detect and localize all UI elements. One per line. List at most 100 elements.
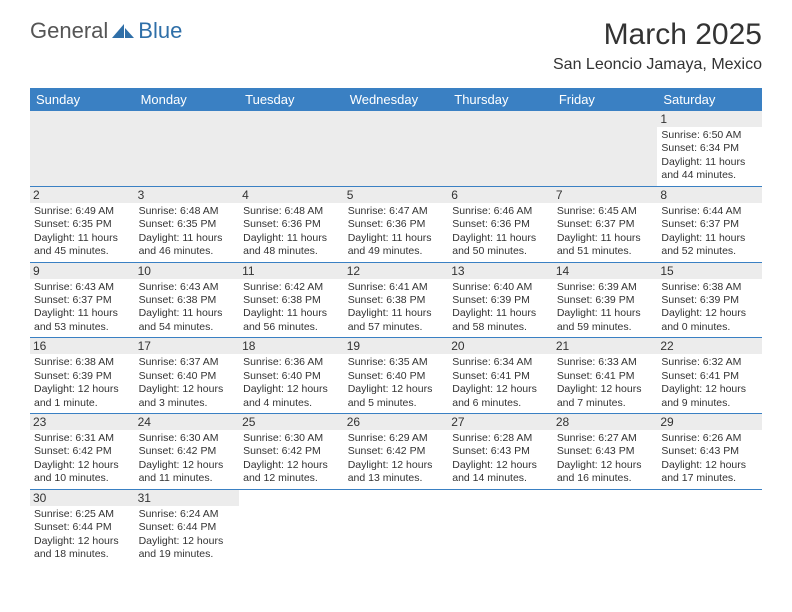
- logo: General Blue: [30, 18, 182, 44]
- logo-text-general: General: [30, 18, 108, 44]
- day-details: Sunrise: 6:33 AMSunset: 6:41 PMDaylight:…: [557, 356, 654, 410]
- calendar-cell: 15 Sunrise: 6:38 AMSunset: 6:39 PMDayligh…: [657, 262, 762, 338]
- day-details: Sunrise: 6:38 AMSunset: 6:39 PMDaylight:…: [34, 356, 131, 410]
- calendar-cell: 4 Sunrise: 6:48 AMSunset: 6:36 PMDaylight…: [239, 186, 344, 262]
- logo-text-blue: Blue: [138, 18, 182, 44]
- day-details: Sunrise: 6:37 AMSunset: 6:40 PMDaylight:…: [139, 356, 236, 410]
- calendar-cell: 11 Sunrise: 6:42 AMSunset: 6:38 PMDayligh…: [239, 262, 344, 338]
- day-details: Sunrise: 6:32 AMSunset: 6:41 PMDaylight:…: [661, 356, 758, 410]
- calendar-cell: 12Sunrise: 6:41 AMSunset: 6:38 PMDayligh…: [344, 262, 449, 338]
- calendar-cell: 14 Sunrise: 6:39 AMSunset: 6:39 PMDayligh…: [553, 262, 658, 338]
- day-number: 3: [135, 187, 240, 203]
- calendar-cell: [448, 111, 553, 186]
- day-details: Sunrise: 6:43 AMSunset: 6:37 PMDaylight:…: [34, 281, 131, 335]
- calendar-cell: [344, 489, 449, 564]
- day-number: 6: [448, 187, 553, 203]
- day-details: Sunrise: 6:45 AMSunset: 6:37 PMDaylight:…: [557, 205, 654, 259]
- day-details: Sunrise: 6:43 AMSunset: 6:38 PMDaylight:…: [139, 281, 236, 335]
- day-details: Sunrise: 6:35 AMSunset: 6:40 PMDaylight:…: [348, 356, 445, 410]
- calendar-cell: 22 Sunrise: 6:32 AMSunset: 6:41 PMDayligh…: [657, 338, 762, 414]
- calendar-cell: 31Sunrise: 6:24 AMSunset: 6:44 PMDayligh…: [135, 489, 240, 564]
- calendar-cell: [657, 489, 762, 564]
- day-number: 20: [448, 338, 553, 354]
- calendar-cell: [239, 489, 344, 564]
- title-block: March 2025 San Leoncio Jamaya, Mexico: [553, 18, 762, 74]
- day-details: Sunrise: 6:29 AMSunset: 6:42 PMDaylight:…: [348, 432, 445, 486]
- day-number: 23: [30, 414, 135, 430]
- calendar-cell: 16Sunrise: 6:38 AMSunset: 6:39 PMDayligh…: [30, 338, 135, 414]
- day-number: 7: [553, 187, 658, 203]
- calendar-cell: [30, 111, 135, 186]
- day-number: 15: [657, 263, 762, 279]
- calendar-cell: 17 Sunrise: 6:37 AMSunset: 6:40 PMDayligh…: [135, 338, 240, 414]
- day-number: 28: [553, 414, 658, 430]
- day-number: 26: [344, 414, 449, 430]
- day-details: Sunrise: 6:31 AMSunset: 6:42 PMDaylight:…: [34, 432, 131, 486]
- calendar-cell: 28 Sunrise: 6:27 AMSunset: 6:43 PMDayligh…: [553, 414, 658, 490]
- day-details: Sunrise: 6:30 AMSunset: 6:42 PMDaylight:…: [243, 432, 340, 486]
- logo-sail-icon: [110, 22, 136, 40]
- calendar-cell: 13 Sunrise: 6:40 AMSunset: 6:39 PMDayligh…: [448, 262, 553, 338]
- calendar-week: 30 Sunrise: 6:25 AMSunset: 6:44 PMDayligh…: [30, 489, 762, 564]
- day-details: Sunrise: 6:25 AMSunset: 6:44 PMDaylight:…: [34, 508, 131, 562]
- day-number: 2: [30, 187, 135, 203]
- day-details: Sunrise: 6:36 AMSunset: 6:40 PMDaylight:…: [243, 356, 340, 410]
- calendar-cell: 1 Sunrise: 6:50 AMSunset: 6:34 PMDaylight…: [657, 111, 762, 186]
- calendar-cell: [448, 489, 553, 564]
- day-number: 4: [239, 187, 344, 203]
- calendar-cell: 3 Sunrise: 6:48 AMSunset: 6:35 PMDaylight…: [135, 186, 240, 262]
- day-details: Sunrise: 6:48 AMSunset: 6:36 PMDaylight:…: [243, 205, 340, 259]
- calendar-cell: 18Sunrise: 6:36 AMSunset: 6:40 PMDayligh…: [239, 338, 344, 414]
- day-number: 11: [239, 263, 344, 279]
- calendar-cell: 5Sunrise: 6:47 AMSunset: 6:36 PMDaylight…: [344, 186, 449, 262]
- day-details: Sunrise: 6:27 AMSunset: 6:43 PMDaylight:…: [557, 432, 654, 486]
- day-details: Sunrise: 6:46 AMSunset: 6:36 PMDaylight:…: [452, 205, 549, 259]
- day-number: 9: [30, 263, 135, 279]
- day-number: 24: [135, 414, 240, 430]
- day-header: Sunday: [30, 88, 135, 111]
- day-details: Sunrise: 6:48 AMSunset: 6:35 PMDaylight:…: [139, 205, 236, 259]
- day-header: Tuesday: [239, 88, 344, 111]
- calendar-cell: 20 Sunrise: 6:34 AMSunset: 6:41 PMDayligh…: [448, 338, 553, 414]
- day-header: Monday: [135, 88, 240, 111]
- calendar-cell: 7 Sunrise: 6:45 AMSunset: 6:37 PMDaylight…: [553, 186, 658, 262]
- location-label: San Leoncio Jamaya, Mexico: [553, 56, 762, 74]
- day-number: 13: [448, 263, 553, 279]
- calendar-cell: 23 Sunrise: 6:31 AMSunset: 6:42 PMDayligh…: [30, 414, 135, 490]
- day-number: 22: [657, 338, 762, 354]
- day-number: 29: [657, 414, 762, 430]
- day-number: 17: [135, 338, 240, 354]
- header: General Blue March 2025 San Leoncio Jama…: [0, 0, 792, 82]
- day-number: 10: [135, 263, 240, 279]
- day-details: Sunrise: 6:30 AMSunset: 6:42 PMDaylight:…: [139, 432, 236, 486]
- calendar-cell: [553, 111, 658, 186]
- calendar-table: SundayMondayTuesdayWednesdayThursdayFrid…: [30, 88, 762, 565]
- day-details: Sunrise: 6:41 AMSunset: 6:38 PMDaylight:…: [348, 281, 445, 335]
- day-header: Wednesday: [344, 88, 449, 111]
- day-number: 30: [30, 490, 135, 506]
- day-number: 31: [135, 490, 240, 506]
- day-details: Sunrise: 6:44 AMSunset: 6:37 PMDaylight:…: [661, 205, 758, 259]
- day-number: 14: [553, 263, 658, 279]
- day-number: 25: [239, 414, 344, 430]
- day-details: Sunrise: 6:39 AMSunset: 6:39 PMDaylight:…: [557, 281, 654, 335]
- day-details: Sunrise: 6:26 AMSunset: 6:43 PMDaylight:…: [661, 432, 758, 486]
- day-details: Sunrise: 6:47 AMSunset: 6:36 PMDaylight:…: [348, 205, 445, 259]
- day-details: Sunrise: 6:40 AMSunset: 6:39 PMDaylight:…: [452, 281, 549, 335]
- calendar-cell: 29 Sunrise: 6:26 AMSunset: 6:43 PMDayligh…: [657, 414, 762, 490]
- day-details: Sunrise: 6:42 AMSunset: 6:38 PMDaylight:…: [243, 281, 340, 335]
- day-number: 1: [657, 111, 762, 127]
- day-details: Sunrise: 6:50 AMSunset: 6:34 PMDaylight:…: [661, 129, 758, 183]
- day-number: 19: [344, 338, 449, 354]
- calendar-week: 1 Sunrise: 6:50 AMSunset: 6:34 PMDaylight…: [30, 111, 762, 186]
- calendar-cell: 19 Sunrise: 6:35 AMSunset: 6:40 PMDayligh…: [344, 338, 449, 414]
- day-details: Sunrise: 6:34 AMSunset: 6:41 PMDaylight:…: [452, 356, 549, 410]
- calendar-header-row: SundayMondayTuesdayWednesdayThursdayFrid…: [30, 88, 762, 111]
- day-number: 8: [657, 187, 762, 203]
- calendar-cell: 6 Sunrise: 6:46 AMSunset: 6:36 PMDaylight…: [448, 186, 553, 262]
- day-header: Saturday: [657, 88, 762, 111]
- calendar-cell: 24 Sunrise: 6:30 AMSunset: 6:42 PMDayligh…: [135, 414, 240, 490]
- day-number: 27: [448, 414, 553, 430]
- calendar-cell: 30 Sunrise: 6:25 AMSunset: 6:44 PMDayligh…: [30, 489, 135, 564]
- day-details: Sunrise: 6:38 AMSunset: 6:39 PMDaylight:…: [661, 281, 758, 335]
